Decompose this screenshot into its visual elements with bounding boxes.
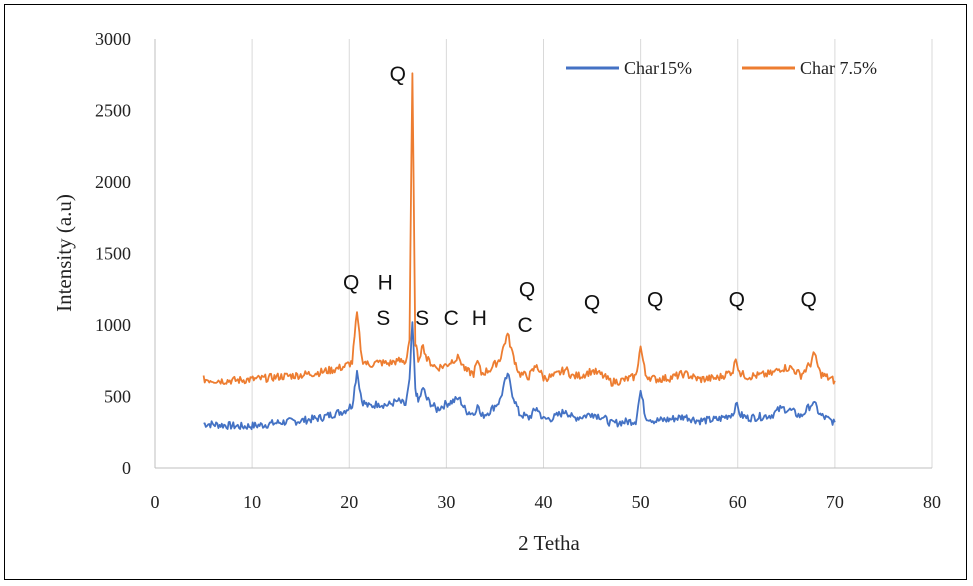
peak-label: Q	[729, 288, 745, 311]
x-tick-label: 30	[437, 492, 455, 512]
peak-label: Q	[343, 271, 359, 294]
x-axis-label: 2 Tetha	[518, 531, 580, 555]
legend: Char15% Char 7.5%	[566, 58, 877, 78]
y-axis-label: Intensity (a.u)	[52, 194, 76, 312]
peak-label: C	[517, 314, 532, 337]
axes: 0 10 20 30 40 50 60 70 80 0 500 1000 1500 2000 2500 300…	[95, 29, 941, 512]
peak-label: Q	[390, 63, 406, 86]
peak-label: Q	[800, 288, 816, 311]
x-tick-label: 80	[923, 492, 941, 512]
legend-label: Char 7.5%	[800, 58, 877, 78]
peak-label: Q	[647, 288, 663, 311]
peak-label: H	[472, 307, 487, 330]
x-tick-label: 0	[151, 492, 160, 512]
series-line-0	[203, 321, 836, 431]
peak-label: Q	[584, 291, 600, 314]
x-tick-label: 60	[729, 492, 747, 512]
series-line-1	[202, 72, 836, 387]
x-tick-label: 50	[632, 492, 650, 512]
peak-label: H	[378, 271, 393, 294]
peak-label: S	[376, 307, 390, 330]
x-tick-label: 40	[535, 492, 553, 512]
legend-label: Char15%	[624, 58, 692, 78]
y-tick-label: 500	[104, 387, 131, 407]
peak-label: S	[415, 307, 429, 330]
peak-label: Q	[519, 278, 535, 301]
x-tick-label: 70	[826, 492, 844, 512]
y-tick-label: 2000	[95, 172, 131, 192]
chart-frame	[4, 4, 967, 580]
x-tick-label: 10	[243, 492, 261, 512]
x-tick-label: 20	[340, 492, 358, 512]
y-tick-label: 1000	[95, 315, 131, 335]
y-tick-label: 2500	[95, 101, 131, 121]
y-tick-label: 3000	[95, 29, 131, 49]
y-tick-label: 0	[122, 458, 131, 478]
series-lines	[202, 72, 836, 431]
grid-lines	[251, 39, 933, 468]
peak-label: C	[444, 307, 459, 330]
y-tick-label: 1500	[95, 244, 131, 264]
